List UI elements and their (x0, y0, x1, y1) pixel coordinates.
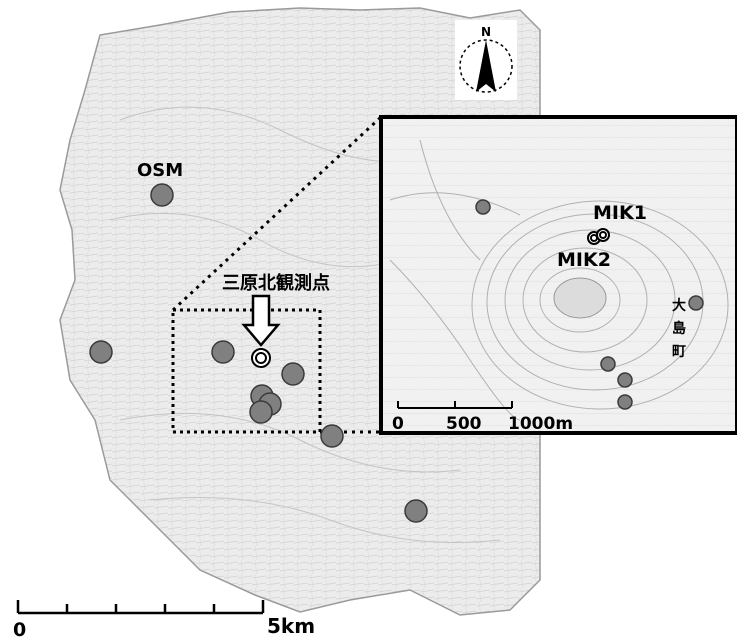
station-marker (404, 499, 428, 523)
mihara-kita-marker (251, 348, 271, 368)
north-letter: N (481, 25, 491, 39)
label-oshima-1: 大 (672, 297, 686, 314)
station-marker (688, 295, 704, 311)
label-mik2: MIK2 (557, 249, 611, 271)
station-markers-inset (475, 199, 704, 410)
label-mik1: MIK1 (593, 202, 647, 224)
station-marker (249, 400, 273, 424)
station-marker (89, 340, 113, 364)
station-marker (281, 362, 305, 386)
main-scale-end: 5km (267, 614, 315, 638)
inset-scale-mid: 500 (446, 414, 482, 434)
inset-scale-end: 1000m (508, 414, 573, 434)
north-arrow-icon: N (455, 20, 517, 100)
station-marker (617, 394, 633, 410)
label-oshima-3: 町 (672, 344, 686, 360)
study-area-box (171, 308, 322, 434)
island-contours (109, 106, 501, 543)
label-mihara-kita: 三原北観測点 (222, 272, 330, 294)
station-markers-main (89, 183, 428, 523)
station-marker (617, 372, 633, 388)
station-marker (475, 199, 491, 215)
inset-map (379, 115, 737, 435)
mik-markers (587, 228, 610, 245)
main-scale-zero: 0 (13, 619, 26, 640)
station-marker (320, 424, 344, 448)
main-scale-bar (16, 600, 265, 615)
station-marker (211, 340, 235, 364)
station-marker (600, 356, 616, 372)
down-arrow-icon (241, 294, 281, 347)
inset-scale-bar (397, 401, 513, 409)
label-oshima-2: 島 (672, 320, 686, 337)
label-osm: OSM (137, 160, 183, 181)
station-marker-osm (150, 183, 174, 207)
inset-scale-zero: 0 (392, 414, 404, 434)
